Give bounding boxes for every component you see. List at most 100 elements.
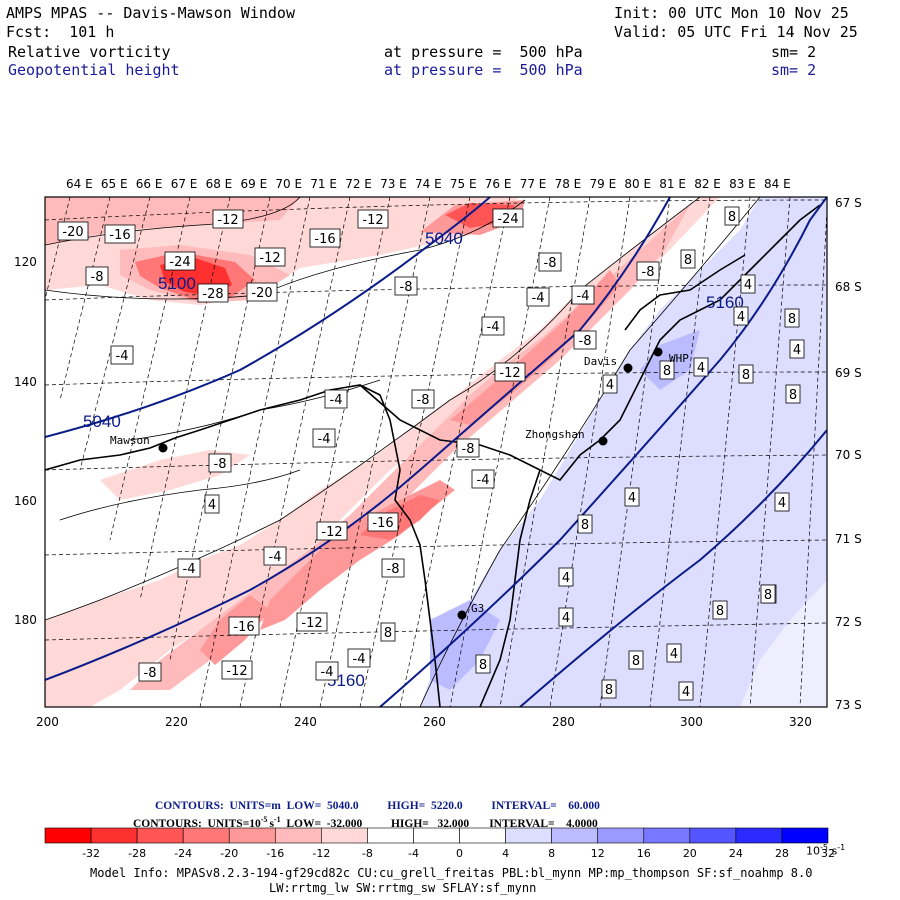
x-tick-label: 260	[423, 715, 446, 729]
vorticity-label: -12	[321, 525, 342, 540]
colorbar-swatch	[597, 827, 645, 844]
vorticity-label: -8	[642, 265, 655, 280]
vorticity-label-box	[494, 362, 526, 382]
vorticity-label: -24	[497, 212, 518, 227]
lon-label: 73 E	[380, 177, 407, 191]
vorticity-label: -4	[477, 473, 490, 488]
colorbar-swatch	[735, 827, 783, 844]
lat-label: 71 S	[835, 532, 862, 546]
x-tick-label: 280	[552, 715, 575, 729]
vorticity-label-box	[680, 249, 696, 269]
colorbar-tick: 0	[456, 847, 463, 860]
vorticity-label-box	[659, 360, 675, 380]
colorbar-swatch	[44, 827, 92, 844]
colorbar-tick: 8	[548, 847, 555, 860]
height-label: 5040	[425, 229, 463, 248]
station-mawson: Mawson	[110, 434, 150, 447]
height-contour-info: CONTOURS: UNITS=m LOW= 5040.0 HIGH= 5220…	[155, 800, 600, 812]
colorbar-tick: 12	[591, 847, 605, 860]
vorticity-label-box	[577, 514, 593, 534]
vorticity-label-box	[538, 252, 562, 272]
field1-name: Relative vorticity	[8, 43, 171, 61]
vorticity-label-box	[110, 345, 134, 365]
plot-frame	[44, 196, 828, 708]
y-axis-ticks: 120 140 160 180	[14, 255, 37, 627]
vorticity-label: -8	[544, 256, 557, 271]
vorticity-label-box	[558, 607, 574, 627]
y-tick-label: 180	[14, 613, 37, 627]
vorticity-label: 4	[562, 611, 570, 626]
vorticity-label-box	[558, 567, 574, 587]
colorbar-tick: -4	[408, 847, 419, 860]
units-seconds: s	[269, 817, 274, 830]
vorticity-label-box	[164, 251, 196, 271]
colorbar-tick: 20	[683, 847, 697, 860]
vorticity-label: 8	[728, 210, 736, 225]
colorbar-tick: -32	[82, 847, 100, 860]
vorticity-label: -8	[91, 270, 104, 285]
init-time: Init: 00 UTC Mon 10 Nov 25	[614, 4, 849, 22]
lon-label: 67 E	[171, 177, 198, 191]
x-axis-ticks: 200 220 240 260 280 300 320	[36, 715, 812, 729]
vorticity-label: 8	[764, 588, 772, 603]
station-davis: Davis	[584, 355, 617, 368]
lat-label: 67 S	[835, 196, 862, 210]
model-physics: LW:rrtmg_lw SW:rrtmg_sw SFLAY:sf_mynn	[269, 881, 537, 895]
lat-label: 72 S	[835, 615, 862, 629]
vorticity-label-box	[471, 469, 495, 489]
vorticity-units: CONTOURS: UNITS=10	[133, 817, 261, 830]
vorticity-label-box	[316, 521, 348, 541]
y-tick-label: 160	[14, 494, 37, 508]
vorticity-label-box	[666, 643, 682, 663]
vorticity-label: 8	[632, 654, 640, 669]
vorticity-label-box	[738, 364, 754, 384]
vorticity-label-box	[456, 438, 480, 458]
vorticity-label: -12	[259, 251, 280, 266]
x-tick-label: 200	[36, 715, 59, 729]
colorbar-swatch	[689, 827, 737, 844]
vorticity-label: -4	[318, 432, 331, 447]
vorticity-label: 8	[605, 683, 613, 698]
units-seconds-exponent: -1	[273, 815, 281, 824]
vorticity-label: -4	[269, 550, 282, 565]
colorbar-tick: -16	[266, 847, 284, 860]
lon-label: 82 E	[694, 177, 721, 191]
vorticity-label-box	[785, 384, 801, 404]
vorticity-label: -8	[462, 442, 475, 457]
colorbar-unit-exponent: -5	[820, 843, 828, 852]
vorticity-label: -4	[532, 291, 545, 306]
vorticity-label: 4	[208, 498, 216, 513]
height-label: 5040	[83, 412, 121, 431]
y-tick-label: 140	[14, 375, 37, 389]
station-g3: G3	[471, 602, 484, 615]
vorticity-label-box	[212, 209, 244, 229]
vorticity-label: 8	[788, 312, 796, 327]
lon-label: 84 E	[764, 177, 791, 191]
vorticity-label-box	[315, 661, 339, 681]
colorbar-units: 10-5 s-1	[806, 843, 845, 858]
vorticity-label-box	[246, 282, 278, 302]
vorticity-label-box	[712, 600, 728, 620]
vorticity-label-box	[104, 224, 136, 244]
vorticity-label-box	[693, 357, 709, 377]
height-labels: 5040 5040 5100 5160 5160	[83, 229, 744, 690]
lon-label: 72 E	[345, 177, 372, 191]
vorticity-label: 8	[479, 658, 487, 673]
vorticity-label: -8	[214, 457, 227, 472]
field2-smoothing: sm= 2	[771, 61, 817, 79]
station-zhongshan: Zhongshan	[525, 428, 585, 441]
vorticity-label-box	[197, 283, 229, 303]
field1-level: at pressure = 500 hPa	[384, 43, 583, 61]
x-tick-label: 220	[165, 715, 188, 729]
vorticity-label: 4	[697, 361, 705, 376]
vorticity-label-box	[601, 679, 617, 699]
vorticity-label-box	[628, 650, 644, 670]
vorticity-label: 8	[716, 604, 724, 619]
vorticity-label: -12	[499, 366, 520, 381]
field2-name: Geopotential height	[8, 61, 180, 79]
vorticity-label: -8	[400, 280, 413, 295]
vorticity-label: -4	[330, 393, 343, 408]
vorticity-label-box	[411, 389, 435, 409]
vorticity-label-box	[740, 274, 756, 294]
